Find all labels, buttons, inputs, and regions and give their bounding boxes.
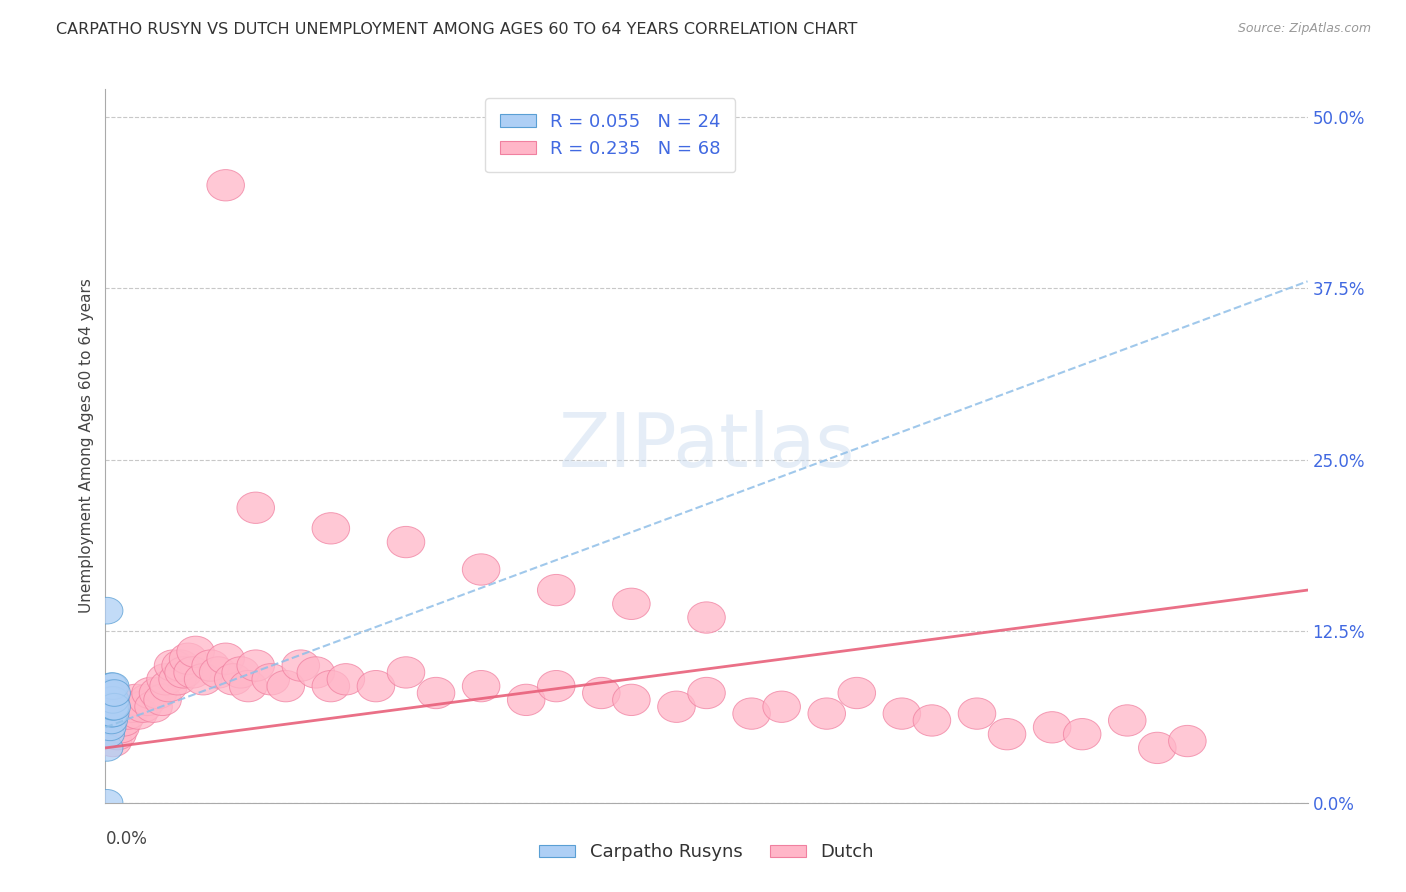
Ellipse shape <box>537 574 575 606</box>
Ellipse shape <box>267 671 305 702</box>
Ellipse shape <box>959 698 995 730</box>
Ellipse shape <box>93 700 124 727</box>
Ellipse shape <box>139 677 177 708</box>
Ellipse shape <box>808 698 845 730</box>
Ellipse shape <box>94 714 127 740</box>
Ellipse shape <box>184 664 222 695</box>
Ellipse shape <box>174 657 211 688</box>
Ellipse shape <box>91 789 122 816</box>
Ellipse shape <box>124 691 162 723</box>
Ellipse shape <box>191 650 229 681</box>
Ellipse shape <box>98 719 136 750</box>
Ellipse shape <box>132 677 169 708</box>
Ellipse shape <box>129 684 166 715</box>
Ellipse shape <box>155 650 191 681</box>
Ellipse shape <box>207 643 245 674</box>
Ellipse shape <box>104 705 142 736</box>
Ellipse shape <box>162 650 200 681</box>
Text: ZIPatlas: ZIPatlas <box>558 409 855 483</box>
Ellipse shape <box>94 680 127 706</box>
Ellipse shape <box>146 664 184 695</box>
Ellipse shape <box>838 677 876 708</box>
Ellipse shape <box>883 698 921 730</box>
Ellipse shape <box>98 693 131 720</box>
Ellipse shape <box>658 691 695 723</box>
Ellipse shape <box>117 684 155 715</box>
Ellipse shape <box>94 693 127 720</box>
Ellipse shape <box>93 721 124 747</box>
Ellipse shape <box>114 691 152 723</box>
Text: 0.0%: 0.0% <box>105 830 148 848</box>
Ellipse shape <box>463 671 501 702</box>
Ellipse shape <box>110 698 146 730</box>
Ellipse shape <box>537 671 575 702</box>
Ellipse shape <box>252 664 290 695</box>
Ellipse shape <box>733 698 770 730</box>
Ellipse shape <box>200 657 238 688</box>
Ellipse shape <box>613 684 650 715</box>
Ellipse shape <box>207 169 245 201</box>
Ellipse shape <box>93 680 124 706</box>
Ellipse shape <box>97 687 129 714</box>
Ellipse shape <box>328 664 364 695</box>
Ellipse shape <box>177 636 214 667</box>
Ellipse shape <box>238 492 274 524</box>
Ellipse shape <box>91 598 122 624</box>
Ellipse shape <box>229 671 267 702</box>
Ellipse shape <box>508 684 546 715</box>
Ellipse shape <box>97 700 129 727</box>
Ellipse shape <box>159 664 197 695</box>
Ellipse shape <box>98 680 131 706</box>
Text: CARPATHO RUSYN VS DUTCH UNEMPLOYMENT AMONG AGES 60 TO 64 YEARS CORRELATION CHART: CARPATHO RUSYN VS DUTCH UNEMPLOYMENT AMO… <box>56 22 858 37</box>
Ellipse shape <box>101 712 139 743</box>
Ellipse shape <box>96 693 128 720</box>
Ellipse shape <box>96 707 128 734</box>
Ellipse shape <box>418 677 454 708</box>
Ellipse shape <box>135 691 173 723</box>
Ellipse shape <box>988 719 1026 750</box>
Y-axis label: Unemployment Among Ages 60 to 64 years: Unemployment Among Ages 60 to 64 years <box>79 278 94 614</box>
Ellipse shape <box>96 687 128 714</box>
Ellipse shape <box>582 677 620 708</box>
Ellipse shape <box>387 657 425 688</box>
Text: Source: ZipAtlas.com: Source: ZipAtlas.com <box>1237 22 1371 36</box>
Ellipse shape <box>214 664 252 695</box>
Ellipse shape <box>463 554 501 585</box>
Ellipse shape <box>143 684 181 715</box>
Ellipse shape <box>1033 712 1071 743</box>
Ellipse shape <box>91 735 122 761</box>
Ellipse shape <box>1139 732 1175 764</box>
Ellipse shape <box>283 650 319 681</box>
Ellipse shape <box>94 687 127 714</box>
Ellipse shape <box>912 705 950 736</box>
Ellipse shape <box>222 657 260 688</box>
Ellipse shape <box>165 657 202 688</box>
Ellipse shape <box>312 671 350 702</box>
Ellipse shape <box>120 698 157 730</box>
Ellipse shape <box>150 671 187 702</box>
Ellipse shape <box>387 526 425 558</box>
Ellipse shape <box>169 643 207 674</box>
Ellipse shape <box>688 602 725 633</box>
Ellipse shape <box>1168 725 1206 756</box>
Ellipse shape <box>96 700 128 727</box>
Ellipse shape <box>94 700 127 727</box>
Ellipse shape <box>357 671 395 702</box>
Ellipse shape <box>613 588 650 619</box>
Ellipse shape <box>1108 705 1146 736</box>
Ellipse shape <box>312 513 350 544</box>
Ellipse shape <box>1063 719 1101 750</box>
Ellipse shape <box>238 650 274 681</box>
Ellipse shape <box>91 707 122 734</box>
Ellipse shape <box>688 677 725 708</box>
Ellipse shape <box>97 673 129 699</box>
Ellipse shape <box>96 673 128 699</box>
Ellipse shape <box>297 657 335 688</box>
Ellipse shape <box>763 691 800 723</box>
Ellipse shape <box>93 693 124 720</box>
Ellipse shape <box>94 725 132 756</box>
Ellipse shape <box>97 693 129 720</box>
Legend: Carpatho Rusyns, Dutch: Carpatho Rusyns, Dutch <box>531 837 882 869</box>
